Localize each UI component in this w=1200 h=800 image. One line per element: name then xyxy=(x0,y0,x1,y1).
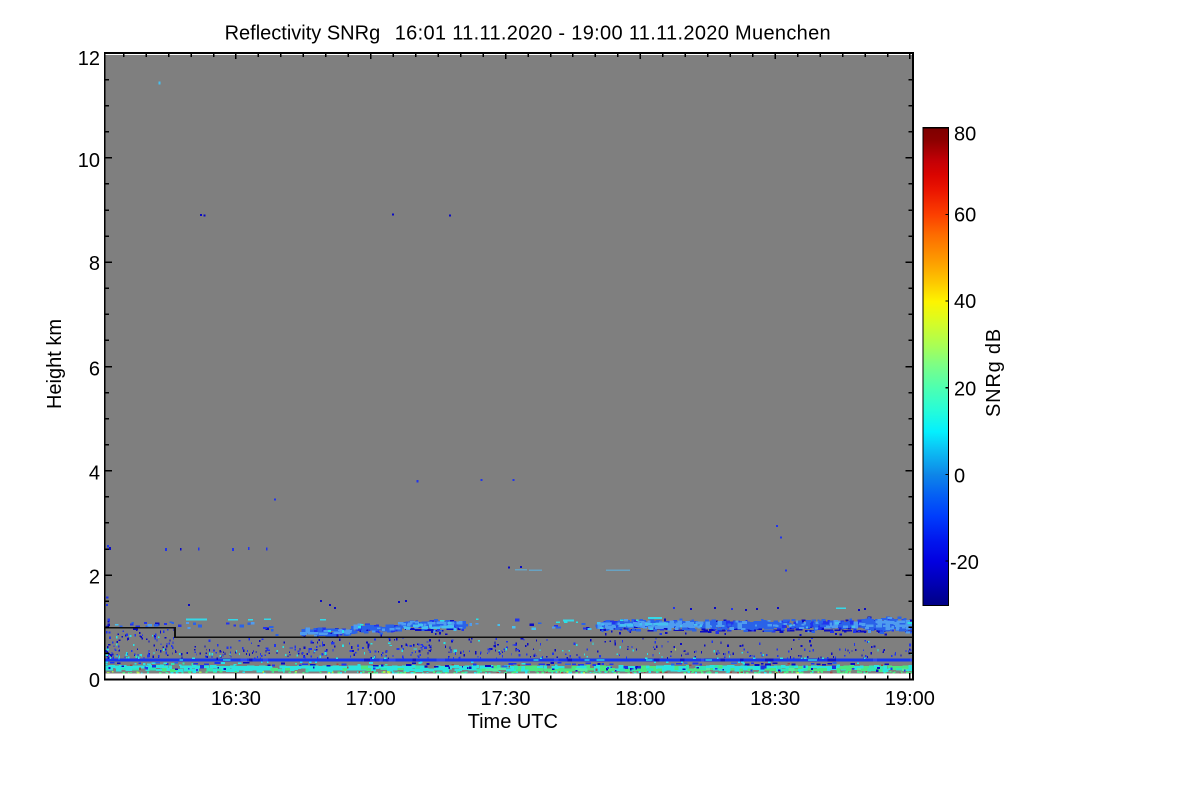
svg-text:16:30: 16:30 xyxy=(211,688,261,710)
svg-text:SNRg dB: SNRg dB xyxy=(983,328,1005,417)
svg-text:-20: -20 xyxy=(950,552,979,574)
svg-text:4: 4 xyxy=(89,462,100,484)
svg-text:6: 6 xyxy=(89,358,100,380)
svg-text:17:30: 17:30 xyxy=(480,688,530,710)
svg-text:18:30: 18:30 xyxy=(750,688,800,710)
svg-text:Time UTC: Time UTC xyxy=(468,711,558,733)
svg-text:80: 80 xyxy=(954,124,976,146)
svg-text:8: 8 xyxy=(89,253,100,275)
svg-text:0: 0 xyxy=(89,670,100,692)
svg-text:10: 10 xyxy=(78,150,100,172)
svg-text:Height km: Height km xyxy=(44,319,66,409)
svg-text:0: 0 xyxy=(954,466,965,488)
svg-text:12: 12 xyxy=(78,48,100,70)
svg-text:17:00: 17:00 xyxy=(346,688,396,710)
svg-text:18:00: 18:00 xyxy=(615,688,665,710)
svg-text:2: 2 xyxy=(89,566,100,588)
svg-text:20: 20 xyxy=(954,378,976,400)
svg-text:60: 60 xyxy=(954,205,976,227)
svg-text:19:00: 19:00 xyxy=(885,688,935,710)
svg-text:40: 40 xyxy=(954,291,976,313)
